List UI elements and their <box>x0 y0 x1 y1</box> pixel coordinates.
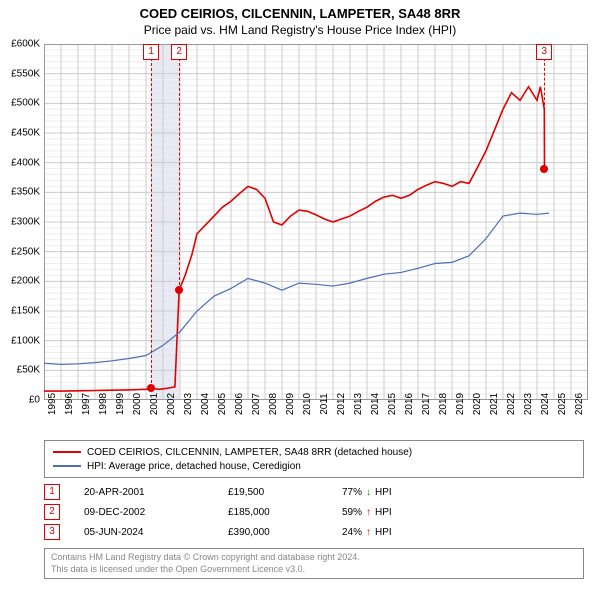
x-axis-label: 1998 <box>98 393 109 415</box>
x-axis-label: 1997 <box>81 393 92 415</box>
y-axis-label: £200K <box>11 276 40 287</box>
y-axis-label: £300K <box>11 217 40 228</box>
y-axis-label: £150K <box>11 306 40 317</box>
trend-arrow-icon: ↑ <box>366 507 371 518</box>
x-axis-label: 1996 <box>64 393 75 415</box>
x-axis-label: 2017 <box>421 393 432 415</box>
marker-dot <box>540 165 548 173</box>
marker-date: 20-APR-2001 <box>84 487 204 498</box>
x-axis-label: 2024 <box>540 393 551 415</box>
x-axis-label: 2008 <box>268 393 279 415</box>
x-axis-label: 2023 <box>523 393 534 415</box>
marker-pct-suffix: HPI <box>375 507 392 518</box>
marker-pct-value: 59% <box>342 507 362 518</box>
x-axis-label: 2007 <box>251 393 262 415</box>
marker-date: 09-DEC-2002 <box>84 507 204 518</box>
marker-box: 3 <box>536 44 552 60</box>
x-axis-label: 2022 <box>506 393 517 415</box>
marker-price: £19,500 <box>228 487 318 498</box>
legend: COED CEIRIOS, CILCENNIN, LAMPETER, SA48 … <box>44 440 584 478</box>
x-axis-label: 2025 <box>557 393 568 415</box>
x-axis-label: 2026 <box>574 393 585 415</box>
marker-row: 2 09-DEC-2002 £185,000 59% ↑ HPI <box>44 502 584 522</box>
x-axis-label: 2018 <box>438 393 449 415</box>
marker-pct-value: 77% <box>342 487 362 498</box>
y-axis-label: £250K <box>11 246 40 257</box>
legend-label: HPI: Average price, detached house, Cere… <box>87 461 301 472</box>
x-axis-label: 2002 <box>166 393 177 415</box>
chart-title: COED CEIRIOS, CILCENNIN, LAMPETER, SA48 … <box>0 0 600 21</box>
y-axis-label: £50K <box>17 365 40 376</box>
marker-table: 1 20-APR-2001 £19,500 77% ↓ HPI 2 09-DEC-2002 £1… <box>44 482 584 542</box>
y-axis-label: £100K <box>11 335 40 346</box>
x-axis-label: 1995 <box>47 393 58 415</box>
marker-price: £390,000 <box>228 527 318 538</box>
marker-box: 2 <box>171 44 187 60</box>
marker-guide-line <box>151 58 152 388</box>
marker-price: £185,000 <box>228 507 318 518</box>
x-axis-label: 2014 <box>370 393 381 415</box>
x-axis-label: 2004 <box>200 393 211 415</box>
legend-row: HPI: Average price, detached house, Cere… <box>53 459 575 473</box>
attribution-line2: This data is licensed under the Open Gov… <box>51 564 577 576</box>
y-axis-label: £500K <box>11 98 40 109</box>
x-axis-label: 2005 <box>217 393 228 415</box>
x-axis-label: 2019 <box>455 393 466 415</box>
x-axis-label: 2009 <box>285 393 296 415</box>
marker-guide-line <box>544 58 545 169</box>
x-axis-label: 2011 <box>319 393 330 415</box>
legend-row: COED CEIRIOS, CILCENNIN, LAMPETER, SA48 … <box>53 445 575 459</box>
chart-svg <box>44 44 588 400</box>
y-axis-label: £0 <box>29 395 40 406</box>
legend-swatch <box>53 451 81 453</box>
marker-pct-value: 24% <box>342 527 362 538</box>
x-axis-label: 2020 <box>472 393 483 415</box>
y-axis-label: £400K <box>11 157 40 168</box>
x-axis-label: 2015 <box>387 393 398 415</box>
marker-pct-suffix: HPI <box>375 487 392 498</box>
chart-container: COED CEIRIOS, CILCENNIN, LAMPETER, SA48 … <box>0 0 600 590</box>
marker-row-box: 2 <box>44 504 60 520</box>
x-axis-label: 2016 <box>404 393 415 415</box>
x-axis-label: 1999 <box>115 393 126 415</box>
y-axis-label: £600K <box>11 39 40 50</box>
marker-row: 3 05-JUN-2024 £390,000 24% ↑ HPI <box>44 522 584 542</box>
plot-area: 123£0£50K£100K£150K£200K£250K£300K£350K£… <box>44 44 588 400</box>
x-axis-label: 2012 <box>336 393 347 415</box>
marker-guide-line <box>179 58 180 290</box>
chart-subtitle: Price paid vs. HM Land Registry's House … <box>0 21 600 37</box>
marker-box: 1 <box>143 44 159 60</box>
y-axis-label: £350K <box>11 187 40 198</box>
y-axis-label: £450K <box>11 128 40 139</box>
marker-date: 05-JUN-2024 <box>84 527 204 538</box>
x-axis-label: 2013 <box>353 393 364 415</box>
trend-arrow-icon: ↑ <box>366 527 371 538</box>
legend-label: COED CEIRIOS, CILCENNIN, LAMPETER, SA48 … <box>87 447 412 458</box>
x-axis-label: 2021 <box>489 393 500 415</box>
attribution-line1: Contains HM Land Registry data © Crown c… <box>51 552 577 564</box>
x-axis-label: 2001 <box>149 393 160 415</box>
marker-row: 1 20-APR-2001 £19,500 77% ↓ HPI <box>44 482 584 502</box>
marker-row-box: 3 <box>44 524 60 540</box>
marker-pct: 59% ↑ HPI <box>342 507 392 518</box>
legend-swatch <box>53 465 81 467</box>
x-axis-label: 2003 <box>183 393 194 415</box>
marker-pct: 24% ↑ HPI <box>342 527 392 538</box>
x-axis-label: 2010 <box>302 393 313 415</box>
x-axis-label: 2000 <box>132 393 143 415</box>
attribution: Contains HM Land Registry data © Crown c… <box>44 548 584 579</box>
marker-row-box: 1 <box>44 484 60 500</box>
marker-pct: 77% ↓ HPI <box>342 487 392 498</box>
marker-pct-suffix: HPI <box>375 527 392 538</box>
x-axis-label: 2006 <box>234 393 245 415</box>
y-axis-label: £550K <box>11 68 40 79</box>
trend-arrow-icon: ↓ <box>366 487 371 498</box>
